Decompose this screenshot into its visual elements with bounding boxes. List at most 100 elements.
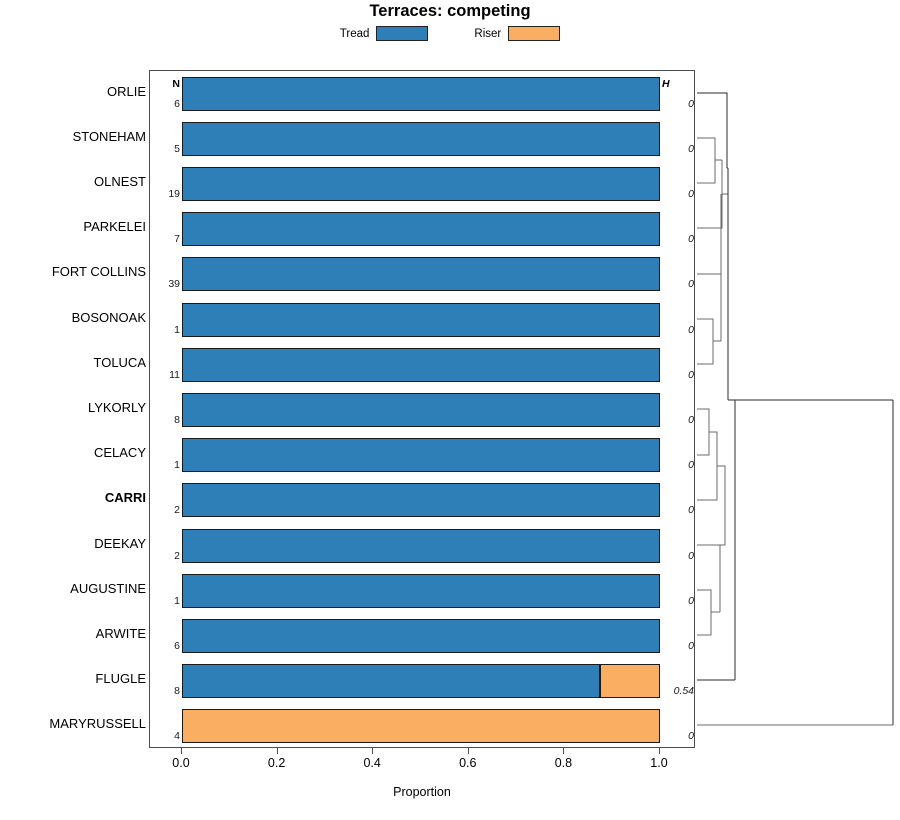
y-axis-label: FORT COLLINS: [51, 264, 146, 280]
legend-swatch-icon-tread: [376, 26, 429, 41]
row-h-value: 0: [688, 233, 694, 246]
row-n-value: 1: [174, 459, 180, 472]
row-n-value: 1: [174, 323, 180, 336]
bar-segment-tread[interactable]: [182, 121, 660, 156]
y-axis-label: FLUGLE: [95, 671, 146, 687]
bar-segment-tread[interactable]: [182, 257, 660, 292]
x-axis-tick-label: 0.2: [267, 756, 286, 770]
legend-label-tread: Tread: [339, 27, 370, 40]
row-h-value: 0: [688, 413, 694, 426]
bar-segment-riser[interactable]: [600, 664, 660, 699]
x-axis-tick: [659, 748, 660, 754]
stacked-bar[interactable]: [182, 438, 660, 473]
y-axis-label: DEEKAY: [94, 535, 146, 551]
x-axis-tick: [276, 748, 278, 754]
bar-segment-tread[interactable]: [182, 664, 601, 699]
legend-swatch-icon-riser: [508, 26, 561, 41]
table-row: 19 0: [150, 161, 696, 206]
row-n-value: 11: [169, 368, 180, 381]
stacked-bar[interactable]: [182, 166, 660, 201]
stacked-bar[interactable]: [182, 573, 660, 608]
row-h-value: 0.54: [673, 685, 694, 698]
row-n-value: 1: [174, 594, 180, 607]
x-axis-tick: [372, 748, 374, 754]
legend-item-tread: Tread: [340, 26, 429, 41]
column-header-h: H: [662, 78, 670, 90]
stacked-bar[interactable]: [182, 76, 660, 111]
table-row: 11 0: [150, 342, 696, 387]
row-n-value: 39: [168, 278, 180, 291]
x-axis: 0.0 0.2 0.4 0.6 0.8 1.0: [149, 748, 695, 788]
bar-segment-tread[interactable]: [182, 212, 660, 247]
y-axis-label: OLNEST: [93, 174, 146, 189]
bar-segment-tread[interactable]: [182, 302, 660, 337]
stacked-bar[interactable]: [182, 709, 660, 744]
bar-segment-tread[interactable]: [182, 573, 660, 608]
stacked-bar[interactable]: [182, 257, 660, 292]
table-row: 8 0.54: [150, 659, 696, 704]
x-axis-tick-label: 0.8: [554, 756, 573, 770]
chart-legend: Tread Riser: [0, 26, 900, 41]
bar-segment-tread[interactable]: [182, 483, 660, 518]
stacked-bar[interactable]: [182, 347, 660, 382]
bar-segment-tread[interactable]: [182, 166, 660, 201]
stacked-bar[interactable]: [182, 618, 660, 653]
x-axis-tick-label: 0.4: [363, 756, 381, 770]
row-h-value: 0: [688, 459, 694, 472]
row-n-value: 5: [174, 142, 180, 155]
row-h-value: 0: [688, 730, 694, 743]
y-axis-label: AUGUSTINE: [70, 580, 146, 596]
bar-segment-tread[interactable]: [182, 392, 660, 427]
row-n-value: 6: [174, 639, 180, 652]
stacked-bar[interactable]: [182, 121, 660, 156]
legend-label-riser: Riser: [474, 27, 502, 40]
y-axis-label: LYKORLY: [87, 400, 146, 415]
y-axis-label: STONEHAM: [72, 128, 146, 144]
stacked-bar[interactable]: [182, 392, 660, 427]
row-h-value: 0: [688, 142, 694, 155]
row-n-value: 2: [174, 504, 180, 517]
row-h-value: 0: [688, 187, 694, 200]
stacked-bar[interactable]: [182, 212, 660, 247]
stacked-bar[interactable]: [182, 664, 660, 699]
y-axis-label: CELACY: [93, 445, 146, 461]
y-axis-label: MARYRUSSELL: [49, 716, 146, 732]
page-title: Terraces: competing: [369, 2, 531, 20]
y-axis-label: ORLIE: [106, 83, 146, 99]
stacked-bar[interactable]: [182, 528, 660, 563]
dendrogram-tree: [697, 92, 894, 726]
row-h-value: 0: [688, 278, 694, 291]
bar-segment-tread[interactable]: [182, 618, 660, 653]
bar-segment-tread[interactable]: [182, 347, 660, 382]
y-axis-label: BOSONOAK: [71, 309, 146, 325]
stacked-bar[interactable]: [182, 302, 660, 337]
x-axis-tick: [563, 748, 565, 754]
y-axis-labels: ORLIE STONEHAM OLNEST PARKELEI FORT COLLINS B…: [0, 70, 146, 748]
y-axis-label: ARWITE: [95, 626, 146, 641]
row-h-value: 0: [688, 323, 694, 336]
y-axis-label: CARRI: [104, 490, 146, 506]
bar-segment-riser[interactable]: [182, 709, 660, 744]
dendrogram-panel: [695, 70, 900, 748]
y-axis-label: TOLUCA: [93, 354, 147, 370]
row-n-value: 2: [174, 549, 180, 562]
row-h-value: 0: [688, 97, 694, 110]
bar-segment-tread[interactable]: [182, 76, 660, 111]
x-axis-tick-label: 1.0: [650, 756, 668, 770]
stacked-bar[interactable]: [182, 483, 660, 518]
bar-segment-tread[interactable]: [182, 528, 660, 563]
row-h-value: 0: [688, 639, 694, 652]
bar-segment-tread[interactable]: [182, 438, 660, 473]
row-n-value: 7: [174, 233, 180, 246]
row-n-value: 4: [174, 730, 180, 743]
row-n-value: 19: [168, 187, 180, 200]
